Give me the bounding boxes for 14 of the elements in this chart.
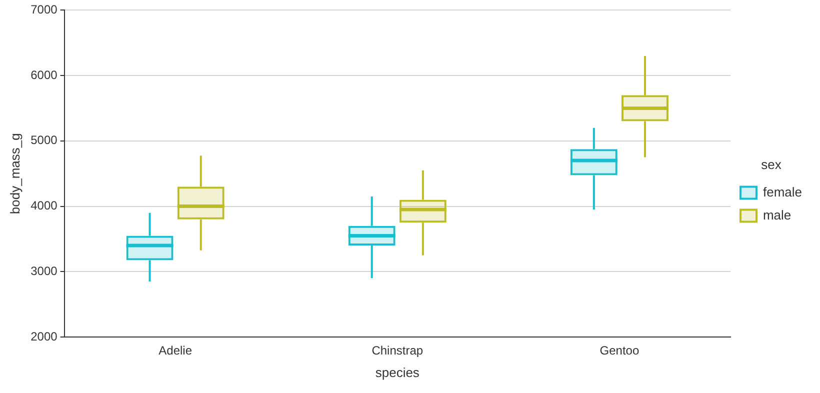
y-tick-label: 7000 (30, 2, 58, 17)
x-tick-label: Gentoo (600, 344, 640, 358)
x-tick-label: Adelie (158, 344, 192, 358)
legend-title: sex (761, 156, 782, 172)
y-tick-label: 3000 (30, 264, 58, 278)
y-tick-label: 2000 (30, 329, 58, 344)
y-axis-title: body_mass_g (7, 133, 22, 214)
y-tick-label: 5000 (30, 133, 58, 148)
y-tick-label: 6000 (30, 68, 58, 82)
y-tick-label: 4000 (30, 198, 58, 213)
legend-label: female (762, 184, 802, 200)
legend-label: male (762, 207, 792, 222)
x-axis-title: species (375, 364, 420, 380)
x-tick-label: Chinstrap (372, 344, 424, 358)
